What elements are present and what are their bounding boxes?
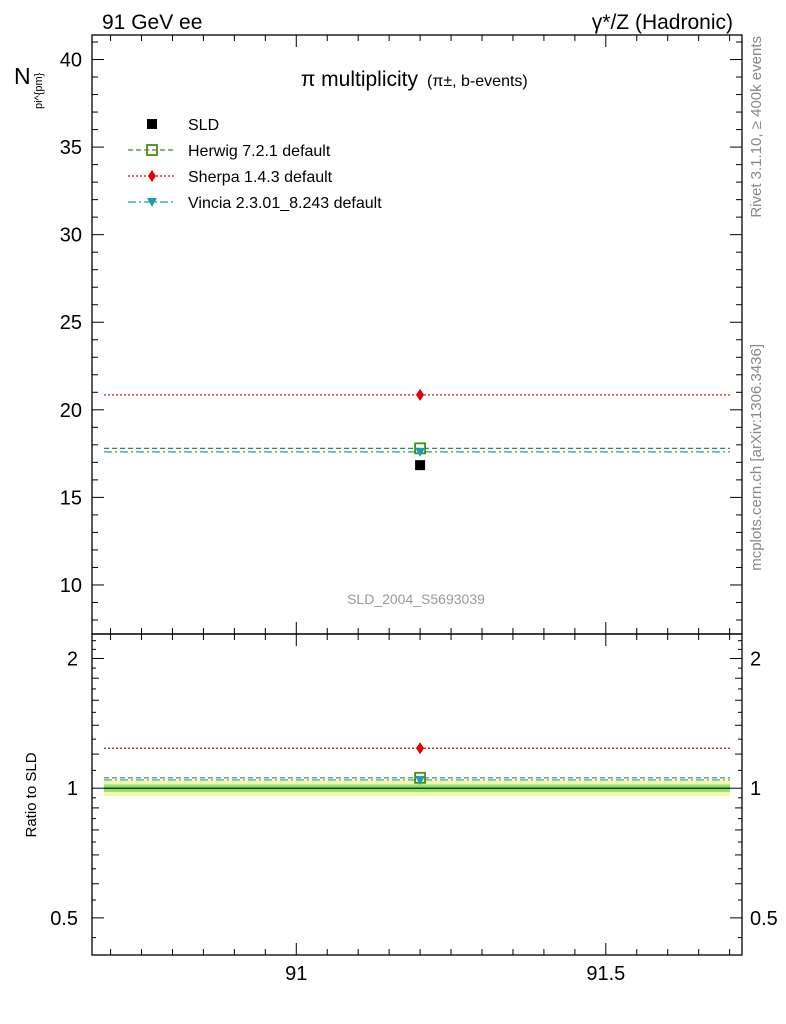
ratio-y-tick-label: 0.5	[50, 908, 78, 930]
y-tick-label: 40	[60, 50, 82, 72]
legend-entry-3: Vincia 2.3.01_8.243 default	[128, 195, 382, 212]
data-point-0	[415, 460, 426, 471]
x-tick-label: 91	[285, 963, 307, 985]
ratio-plot-frame	[91, 633, 743, 956]
legend-label: SLD	[188, 117, 219, 134]
data-point-3	[415, 447, 426, 457]
ratio-point-2	[415, 775, 426, 785]
y-tick-label: 35	[60, 137, 82, 159]
legend-label: Sherpa 1.4.3 default	[188, 169, 333, 186]
legend-entry-0: SLD	[147, 117, 219, 134]
y-tick-label: 25	[60, 312, 82, 334]
y-tick-label: 15	[60, 487, 82, 509]
legend-label: Herwig 7.2.1 default	[188, 143, 331, 160]
analysis-id-watermark: SLD_2004_S5693039	[347, 591, 485, 607]
sld-uncertainty-band	[104, 780, 730, 796]
legend-marker	[147, 119, 157, 129]
chart-title: π multiplicity	[301, 68, 419, 91]
legend: SLD Herwig 7.2.1 default Sherpa 1.4.3 defa…	[128, 117, 382, 212]
header-energy-label: 91 GeV ee	[102, 11, 202, 34]
ratio-y-tick-label-right: 0.5	[750, 908, 778, 930]
legend-marker	[148, 170, 156, 182]
ratio-point-1	[416, 742, 425, 755]
legend-entry-2: Sherpa 1.4.3 default	[128, 169, 333, 186]
chart-subtitle: (π±, b-events)	[427, 73, 528, 90]
ratio-panel: 0.5 0.5 1 1 2 2 91 91.5 Ratio to SLD	[23, 633, 778, 985]
x-tick-label: 91.5	[586, 963, 625, 985]
ratio-y-tick-label: 1	[67, 778, 78, 800]
ratio-y-tick-label-right: 2	[750, 649, 761, 671]
y-tick-label: 20	[60, 400, 82, 422]
header-process-label: γ*/Z (Hadronic)	[592, 11, 733, 34]
main-panel: 10 15 20 25 30 35 40 SLD Herwig 7.2.1 default Sh…	[14, 34, 743, 635]
y-axis-label: N pi^{pm}	[14, 63, 45, 109]
y-tick-label: 10	[60, 575, 82, 597]
rivet-version-label: Rivet 3.1.10, ≥ 400k events	[748, 36, 765, 218]
legend-entry-1: Herwig 7.2.1 default	[128, 143, 331, 160]
ratio-y-axis-label: Ratio to SLD	[23, 752, 40, 837]
ratio-y-tick-label-right: 1	[750, 778, 761, 800]
y-tick-label: 30	[60, 225, 82, 247]
legend-label: Vincia 2.3.01_8.243 default	[188, 195, 382, 212]
legend-marker	[146, 144, 158, 156]
y-axis-label-main: N	[14, 63, 31, 89]
data-point-2	[416, 388, 425, 401]
legend-marker	[147, 198, 157, 207]
mcplots-source-label: mcplots.cern.ch [arXiv:1306.3436]	[748, 344, 765, 571]
ratio-y-tick-label: 2	[67, 649, 78, 671]
y-axis-label-subscript: pi^{pm}	[33, 72, 45, 109]
